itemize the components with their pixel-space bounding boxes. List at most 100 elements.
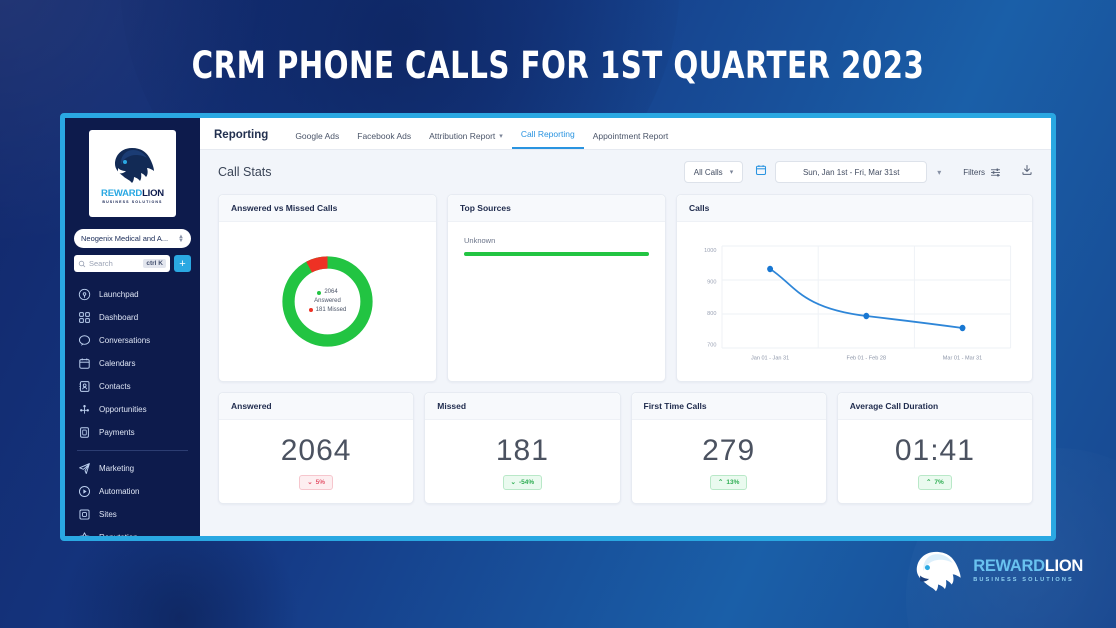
card-title: Top Sources	[448, 195, 665, 222]
star-icon	[77, 531, 91, 536]
kpi-card-missed: Missed 181 ⌄ -54%	[424, 392, 621, 504]
tab-label: Appointment Report	[592, 131, 669, 141]
card-title: First Time Calls	[631, 393, 826, 420]
cards-row-kpis: Answered 2064 ⌄ 5% Missed 181 ⌄	[218, 392, 1033, 504]
main-content: Reporting Google Ads Facebook Ads Attrib…	[200, 118, 1051, 536]
kpi-card-first-time-calls: First Time Calls 279 ⌃ 13%	[630, 392, 827, 504]
top-navigation: Reporting Google Ads Facebook Ads Attrib…	[200, 118, 1051, 150]
sidebar-item-reputation[interactable]: Reputation	[65, 526, 200, 541]
tab-facebook-ads[interactable]: Facebook Ads	[348, 131, 420, 149]
sidebar-item-dashboard[interactable]: Dashboard	[65, 306, 200, 329]
download-icon[interactable]	[1021, 163, 1033, 181]
sidebar-item-label: Sites	[99, 510, 117, 519]
tab-google-ads[interactable]: Google Ads	[286, 131, 348, 149]
logo-word-1: REWARD	[101, 187, 143, 199]
search-placeholder: Search	[89, 259, 113, 268]
page-heading: Call Stats	[218, 165, 272, 179]
call-type-filter-label: All Calls	[693, 167, 723, 177]
source-label: Unknown	[464, 236, 496, 245]
calendar-icon[interactable]	[755, 163, 767, 181]
sidebar-item-sites[interactable]: Sites	[65, 503, 200, 526]
card-answered-vs-missed: Answered vs Missed Calls 2064	[218, 194, 437, 382]
sidebar-item-launchpad[interactable]: Launchpad	[65, 283, 200, 306]
donut-chart-svg	[282, 256, 373, 347]
status-badge: ⌄ -54%	[502, 474, 543, 490]
status-badge: ⌃ 13%	[709, 474, 748, 490]
search-row: Search ctrl K +	[74, 255, 191, 272]
sidebar-item-marketing[interactable]: Marketing	[65, 457, 200, 480]
trend-up-icon: ⌃	[925, 479, 932, 486]
trend-down-icon: ⌄	[510, 479, 516, 486]
sidebar-item-conversations[interactable]: Conversations	[65, 329, 200, 352]
logo-wordmark: REWARDLION	[101, 188, 164, 199]
donut-legend: 2064 Answered 181 Missed	[276, 250, 379, 353]
svg-text:1000: 1000	[704, 248, 716, 254]
sidebar-item-label: Payments	[99, 428, 135, 437]
card-top-sources: Top Sources Unknown	[447, 194, 666, 382]
filters-label: Filters	[963, 167, 985, 177]
kpi-card-answered: Answered 2064 ⌄ 5%	[218, 392, 415, 504]
tab-call-reporting[interactable]: Call Reporting	[511, 129, 584, 149]
kpi-delta: -54%	[519, 478, 535, 486]
toolbar: Call Stats All Calls ▾ Sun, Jan 1st - Fr…	[200, 150, 1051, 194]
card-title: Answered	[219, 393, 414, 420]
chevron-down-icon: ▾	[729, 169, 734, 176]
tab-label: Attribution Report	[429, 131, 496, 141]
sliders-icon	[991, 168, 1000, 176]
sidebar-item-opportunities[interactable]: Opportunities	[65, 398, 200, 421]
sidebar-item-label: Marketing	[99, 464, 135, 473]
chevron-down-icon: ▾	[499, 133, 503, 140]
status-badge: ⌄ 5%	[299, 474, 334, 490]
sidebar-nav: Launchpad Dashboard Conversations Calend…	[65, 283, 200, 541]
top-sources-body: Unknown	[448, 222, 665, 256]
kpi-body: 2064 ⌄ 5%	[219, 420, 413, 503]
filters-button[interactable]: Filters	[963, 167, 1001, 178]
date-range-picker[interactable]: Sun, Jan 1st - Fri, Mar 31st	[775, 161, 928, 183]
sidebar-item-label: Launchpad	[99, 290, 139, 299]
kpi-value: 181	[495, 433, 549, 467]
footer-word-2: LION	[1044, 557, 1084, 576]
kpi-card-average-call-duration: Average Call Duration 01:41 ⌃ 7%	[836, 392, 1033, 504]
search-shortcut-badge: ctrl K	[143, 259, 166, 268]
source-progress-fill	[464, 252, 649, 256]
nav-brand-reporting: Reporting	[214, 129, 269, 141]
card-title: Average Call Duration	[837, 393, 1032, 420]
sidebar-item-label: Calendars	[99, 359, 136, 368]
sidebar-item-label: Reputation	[99, 533, 138, 541]
sidebar-item-payments[interactable]: Payments	[65, 421, 200, 444]
svg-text:Jan 01 - Jan 31: Jan 01 - Jan 31	[751, 355, 789, 361]
add-button[interactable]: +	[174, 255, 191, 272]
dashboard-screenshot-frame: REWARDLION BUSINESS SOLUTIONS Neogenix M…	[60, 113, 1056, 541]
tab-appointment-report[interactable]: Appointment Report	[584, 131, 678, 149]
sidebar-item-calendars[interactable]: Calendars	[65, 352, 200, 375]
sidebar-item-label: Contacts	[99, 382, 131, 391]
legend-answered-value: 2064	[324, 289, 338, 296]
sites-icon	[77, 508, 91, 522]
svg-text:700: 700	[707, 342, 716, 348]
kpi-value: 01:41	[894, 433, 975, 467]
chat-icon	[77, 334, 91, 348]
card-title: Calls	[677, 195, 1032, 222]
kpi-delta: 7%	[934, 478, 944, 486]
footer-wordmark: REWARDLION BUSINESS SOLUTIONS	[973, 558, 1083, 583]
sidebar-item-automation[interactable]: Automation	[65, 480, 200, 503]
kpi-body: 181 ⌄ -54%	[425, 420, 619, 503]
account-selector[interactable]: Neogenix Medical and A... ▲ ▼	[74, 229, 191, 248]
lion-head-icon	[916, 551, 961, 592]
legend-dot-missed	[308, 308, 313, 313]
cards-area: Answered vs Missed Calls 2064	[200, 194, 1051, 504]
payments-icon	[77, 426, 91, 440]
legend-answered: 2064	[317, 288, 338, 297]
stepper-icon: ▲ ▼	[178, 233, 184, 244]
footer-tagline: BUSINESS SOLUTIONS	[973, 576, 1074, 583]
chevron-down-icon[interactable]: ▾	[937, 167, 942, 177]
search-input[interactable]: Search ctrl K	[74, 255, 170, 272]
card-calls: Calls	[676, 194, 1033, 382]
account-selector-label: Neogenix Medical and A...	[81, 234, 169, 243]
search-icon	[78, 260, 86, 267]
sidebar-item-contacts[interactable]: Contacts	[65, 375, 200, 398]
sidebar-item-label: Conversations	[99, 336, 151, 345]
page-title: CRM PHONE CALLS FOR 1ST QUARTER 2023	[191, 44, 925, 87]
tab-attribution-report[interactable]: Attribution Report ▾	[420, 131, 512, 149]
call-type-filter[interactable]: All Calls ▾	[683, 161, 744, 183]
